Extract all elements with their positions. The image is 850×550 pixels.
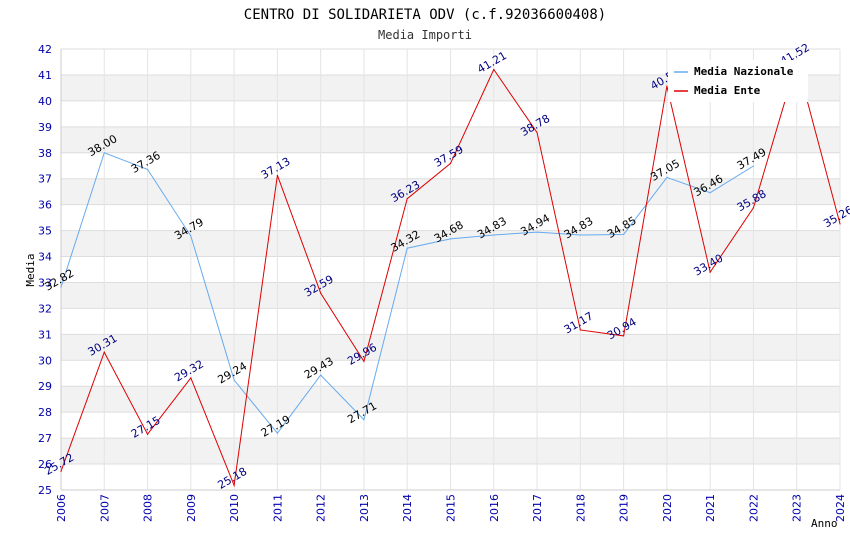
data-point-media-ente — [146, 433, 149, 435]
x-tick-label: 2010 — [228, 494, 241, 522]
y-tick-label: 34 — [38, 251, 52, 264]
data-point-media-ente — [839, 223, 841, 225]
data-point-media-nazionale — [363, 419, 365, 421]
data-point-media-nazionale — [60, 286, 62, 288]
x-tick-label: 2014 — [401, 494, 414, 522]
data-point-media-ente — [363, 360, 365, 362]
axes: 25 26 27 28 29 30 31 32 33 34 35 36 37 38 39 40 41 42 2006… — [38, 43, 847, 522]
chart-title: CENTRO DI SOLIDARIETA ODV (c.f.920366004… — [244, 7, 606, 23]
x-tick-label: 2006 — [55, 494, 68, 522]
data-point-media-ente — [623, 335, 625, 337]
data-label-media-nazionale: 29.24 — [215, 359, 249, 386]
series-lines — [60, 59, 841, 488]
y-tick-label: 26 — [38, 458, 52, 471]
x-tick-label: 2015 — [445, 494, 458, 522]
y-tick-label: 41 — [38, 69, 52, 82]
data-label-media-ente: 31.17 — [562, 309, 596, 336]
x-tick-label: 2022 — [747, 494, 760, 522]
data-labels: 32.8238.0037.3634.7929.2427.1929.4327.71… — [42, 41, 850, 492]
data-point-media-ente — [579, 329, 581, 331]
x-tick-label: 2012 — [315, 494, 328, 522]
x-tick-label: 2016 — [488, 494, 501, 522]
data-point-media-nazionale — [103, 152, 105, 154]
data-label-media-ente: 37.13 — [259, 155, 293, 182]
y-tick-label: 32 — [38, 302, 52, 315]
legend-label-media-nazionale: Media Nazionale — [694, 65, 794, 78]
x-tick-label: 2024 — [834, 494, 847, 522]
data-point-media-nazionale — [190, 235, 192, 237]
legend-background — [668, 60, 808, 102]
y-tick-label: 38 — [38, 147, 52, 160]
data-point-media-nazionale — [623, 233, 625, 236]
y-tick-label: 40 — [38, 95, 52, 108]
data-point-media-nazionale — [233, 379, 235, 381]
x-tick-label: 2020 — [661, 494, 674, 522]
x-tick-label: 2019 — [618, 494, 631, 522]
data-label-media-ente: 25.18 — [215, 465, 249, 492]
grid-lines — [60, 48, 841, 491]
y-tick-label: 36 — [38, 199, 52, 212]
data-point-media-nazionale — [449, 238, 452, 240]
data-point-media-ente — [752, 207, 755, 209]
y-tick-label: 33 — [38, 276, 52, 289]
data-point-media-nazionale — [406, 247, 408, 249]
data-label-media-ente: 27.15 — [129, 414, 163, 441]
legend-label-media-ente: Media Ente — [694, 84, 761, 97]
data-label-media-ente: 25.72 — [42, 451, 76, 478]
data-point-media-ente — [60, 470, 62, 472]
data-point-media-nazionale — [579, 234, 581, 236]
y-tick-label: 29 — [38, 380, 52, 393]
x-tick-label: 2013 — [358, 494, 371, 522]
y-tick-label: 31 — [38, 328, 52, 341]
y-tick-label: 27 — [38, 432, 52, 445]
data-point-media-ente — [320, 292, 322, 294]
y-tick-label: 39 — [38, 121, 52, 134]
data-point-media-nazionale — [752, 165, 755, 167]
data-point-media-ente — [493, 68, 495, 71]
data-point-media-nazionale — [493, 234, 495, 236]
data-point-media-ente — [233, 484, 235, 486]
data-point-media-nazionale — [709, 192, 711, 194]
x-tick-label: 2021 — [704, 494, 717, 522]
data-point-media-nazionale — [146, 168, 149, 170]
data-point-media-ente — [406, 198, 408, 200]
x-tick-label: 2007 — [98, 494, 111, 522]
data-point-media-ente — [276, 174, 278, 176]
data-point-media-ente — [449, 162, 452, 165]
x-tick-label: 2018 — [574, 494, 587, 522]
y-tick-label: 37 — [38, 173, 52, 186]
data-point-media-ente — [536, 131, 538, 134]
y-tick-label: 42 — [38, 43, 52, 56]
x-tick-label: 2017 — [531, 494, 544, 522]
y-tick-label: 28 — [38, 406, 52, 419]
chart-subtitle: Media Importi — [378, 28, 472, 42]
y-tick-label: 25 — [38, 484, 52, 497]
data-point-media-nazionale — [276, 432, 278, 434]
data-point-media-nazionale — [666, 176, 668, 179]
x-tick-label: 2011 — [271, 494, 284, 522]
legend: Media Nazionale Media Ente — [668, 60, 808, 102]
x-tick-label: 2008 — [142, 494, 155, 522]
x-tick-label: 2023 — [791, 494, 804, 522]
data-label-media-ente: 41.21 — [475, 49, 509, 76]
y-tick-label: 30 — [38, 354, 52, 367]
data-point-media-ente — [666, 85, 668, 87]
y-axis-label: Media — [24, 253, 37, 286]
data-point-media-ente — [709, 271, 711, 273]
data-point-media-ente — [103, 351, 105, 353]
y-tick-label: 35 — [38, 225, 52, 238]
x-tick-label: 2009 — [185, 494, 198, 522]
x-axis-label: Anno — [811, 517, 838, 530]
data-point-media-ente — [190, 377, 192, 379]
data-point-media-nazionale — [536, 231, 538, 233]
data-point-media-nazionale — [320, 374, 322, 376]
